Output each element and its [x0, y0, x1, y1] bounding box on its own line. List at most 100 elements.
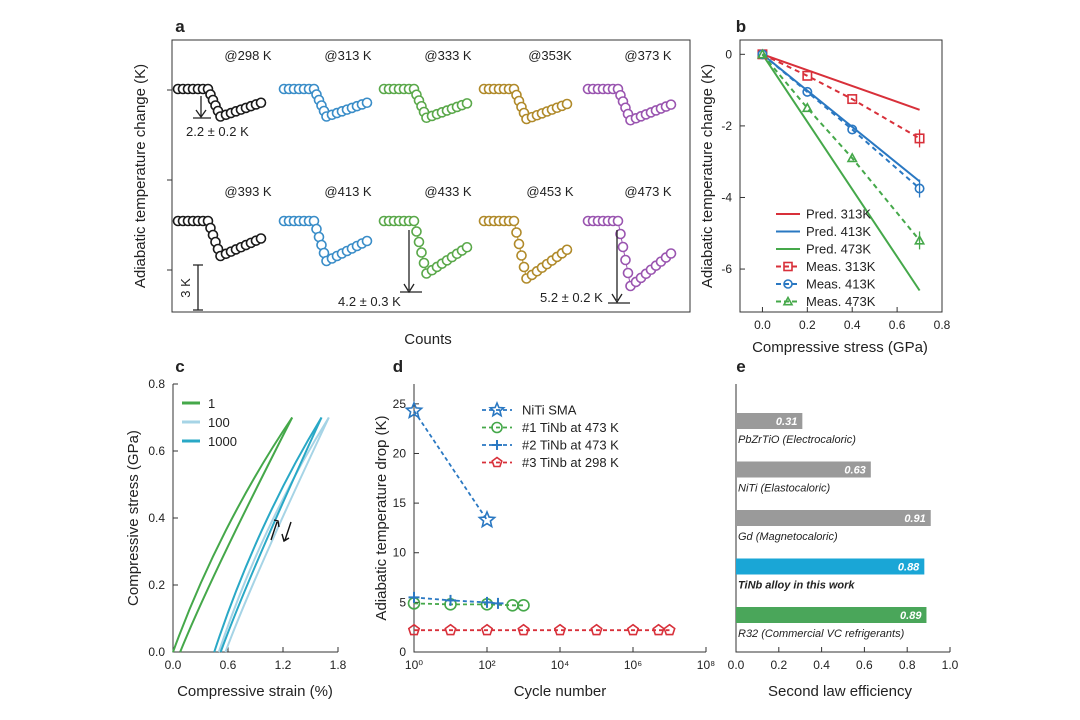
panel-a-trace-bottom [378, 215, 473, 279]
panel-a-trace-bottom [478, 215, 573, 284]
panel-b-legend-marker [783, 261, 793, 272]
panel-e-bar-value: 0.88 [898, 562, 920, 574]
panel-b-xtick-label: 0.6 [889, 318, 906, 332]
panel-a-trace-top-point [561, 98, 573, 110]
panel-c-xtick-label: 0.6 [220, 658, 237, 672]
panel-c-xtick-label: 0.0 [165, 658, 182, 672]
panel-a-trace-bottom [278, 215, 373, 267]
panel-d-xtick-label: 10⁸ [697, 658, 715, 672]
panel-d-series [404, 400, 497, 529]
panel-b-series [761, 53, 921, 292]
panel-b-xtick-label: 0.0 [754, 318, 771, 332]
panel-b-point [801, 102, 813, 113]
panel-e-bar [736, 607, 927, 623]
panel-a-header-bottom: @393 K [224, 184, 271, 199]
panel-b-point [802, 70, 813, 81]
panel-b-point [847, 124, 858, 135]
panel-d-point [408, 591, 420, 603]
panel-a-trace-top [172, 83, 267, 122]
panel-c-ytick-label: 0.8 [148, 377, 165, 391]
panel-b-series-line [761, 53, 921, 140]
panel-d-ytick-label: 0 [399, 645, 406, 659]
panel-e-xtick-label: 0.8 [899, 658, 916, 672]
panel-label-a: a [175, 17, 185, 36]
panel-d-ytick-label: 10 [393, 546, 407, 560]
panel-label-e: e [736, 357, 745, 376]
panel-a-trace-top-point [461, 98, 473, 109]
panel-c-xtick-label: 1.8 [330, 658, 347, 672]
panel-c-legend-label: 100 [208, 415, 230, 430]
panel-a-trace-bottom-point [518, 261, 530, 273]
panel-a-arrow-mid [400, 230, 422, 294]
panel-a-arrow-right [608, 230, 630, 304]
panel-b-legend: Pred. 313K Pred. 413K Pred. 473K Meas. 313K… [776, 207, 876, 309]
panel-d-point [404, 400, 424, 420]
panel-e-xtick-label: 0.0 [728, 658, 745, 672]
panel-d-point [553, 623, 567, 636]
panel-b-legend-label: Pred. 313K [806, 207, 871, 222]
panel-e-bar [736, 413, 803, 429]
panel-b-legend-label: Pred. 473K [806, 242, 871, 257]
panel-d-ytick-label: 20 [393, 446, 407, 460]
panel-d-point [445, 594, 456, 606]
panel-d-legend-label: #3 TiNb at 298 K [522, 455, 619, 470]
panel-c-xtick-label: 1.2 [275, 658, 292, 672]
panel-d-series [408, 591, 504, 609]
panel-b-legend-marker [783, 279, 793, 289]
panel-a-header-bottom: @433 K [424, 184, 471, 199]
panel-d-point [407, 623, 421, 636]
panel-c-legend-label: 1000 [208, 434, 237, 449]
panel-b-xlabel: Compressive stress (GPa) [752, 339, 928, 356]
panel-d-point [517, 623, 530, 636]
panel-b-point [913, 234, 926, 245]
panel-d-ytick-label: 15 [393, 496, 407, 510]
panel-a-trace-bottom [172, 215, 267, 262]
panel-c: c 0.0 0.6 1.2 1.8 0.0 0.2 0.4 0.6 0.8 Compressive … [125, 357, 347, 700]
panel-d-point [663, 623, 676, 636]
panel-a-trace-bottom-point [617, 241, 629, 253]
panel-c-xlabel: Compressive strain (%) [177, 683, 333, 700]
panel-c-loop-up [217, 416, 330, 653]
panel-b-series [757, 49, 925, 148]
panel-e-bar-category: PbZrTiO (Electrocaloric) [738, 434, 856, 446]
panel-a-trace-bottom-point [411, 226, 422, 237]
panel-d-legend-label: NiTi SMA [522, 403, 577, 418]
panel-e-bar [736, 510, 931, 526]
panel-b-series-line [761, 53, 921, 242]
panel-a-trace-top-point [361, 97, 373, 109]
panel-b-series-line [761, 53, 921, 183]
panel-e-xtick-label: 0.2 [770, 658, 787, 672]
panel-d-ylabel: Adiabatic temperature drop (K) [373, 415, 390, 620]
panel-c-arrow-down [281, 521, 292, 543]
panel-a-scale-label: 3 K [178, 278, 193, 298]
panel-c-loop-up [213, 416, 323, 653]
panel-a-trace-bottom-point [561, 244, 573, 256]
panel-e-bar [736, 558, 925, 575]
panel-d-point [481, 596, 493, 608]
panel-b-legend-label: Meas. 473K [806, 294, 876, 309]
panel-b-point [847, 94, 858, 105]
panel-a-trace-bottom-point [620, 254, 631, 266]
panel-e-xtick-label: 0.6 [856, 658, 873, 672]
panel-b-xtick-label: 0.4 [844, 318, 861, 332]
panel-b-point [846, 152, 858, 163]
panel-a-trace-top-point [255, 97, 267, 109]
panel-a-header-top: @333 K [424, 48, 471, 63]
panel-a-annotation-top: 2.2 ± 0.2 K [186, 124, 249, 139]
panel-b-legend-label: Meas. 313K [806, 259, 876, 274]
panel-e-bar-value: 0.89 [900, 610, 922, 622]
panel-b-point [914, 183, 925, 194]
panel-b: b 0.0 0.2 0.4 0.6 0.8 0 -2 -4 -6 Compressive stres… [699, 17, 951, 356]
panel-d: d 10⁰ 10² 10⁴ 10⁶ 10⁸ 0 5 10 15 20 25 Cycle number Ad… [373, 357, 715, 700]
panel-c-ytick-label: 0.4 [148, 511, 165, 525]
panel-e-xtick-label: 1.0 [942, 658, 959, 672]
panel-d-point [444, 623, 457, 636]
panel-b-series-line [762, 53, 920, 111]
panel-a-trace-top-point [665, 99, 677, 110]
panel-label-c: c [175, 357, 184, 376]
panel-e-xtick-label: 0.4 [813, 658, 830, 672]
panel-b-legend-marker [782, 295, 794, 306]
panel-a-trace-bottom-point [665, 248, 677, 259]
panel-a-scalebar [193, 264, 203, 311]
